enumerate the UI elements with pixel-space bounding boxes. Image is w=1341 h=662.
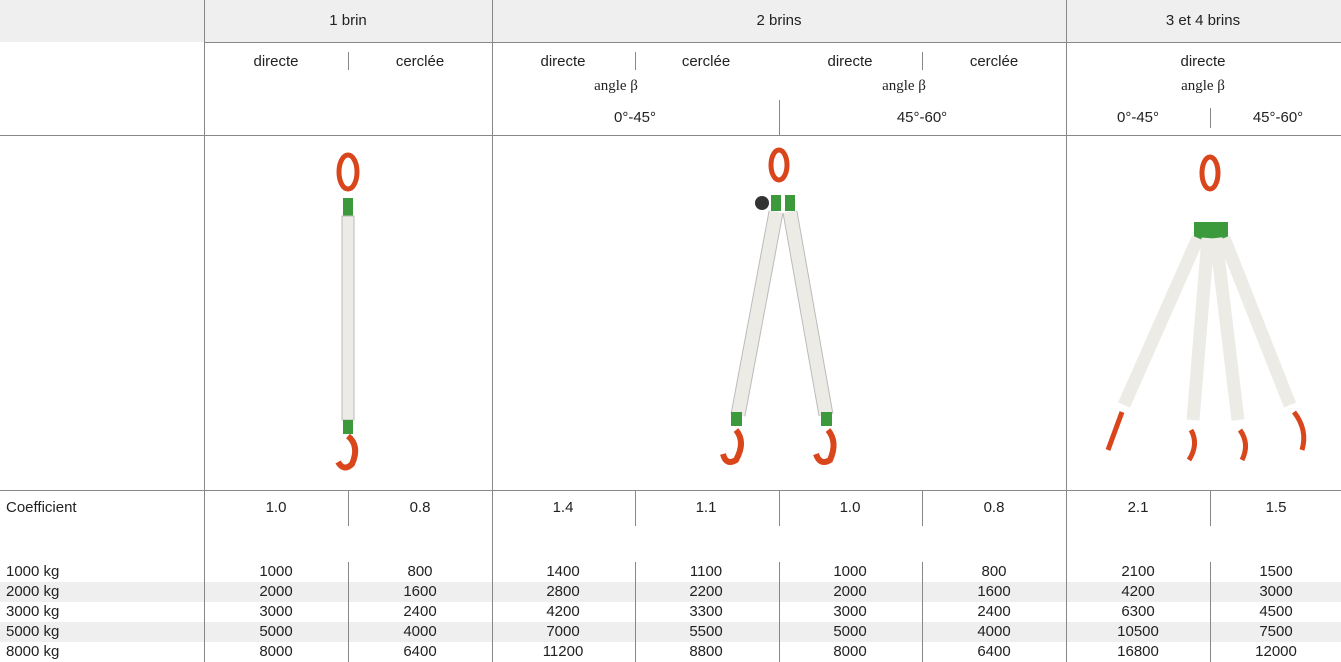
row-label: 3000 kg <box>6 603 60 620</box>
angle-label: angle β <box>1181 78 1225 94</box>
angle-label: angle β <box>882 78 926 94</box>
cell-value: 4000 <box>977 623 1011 640</box>
cell-value: 1000 <box>833 563 867 580</box>
cell-value: 8800 <box>689 643 723 660</box>
cell-value: 11200 <box>542 643 584 660</box>
angle-range: 0°-45° <box>1116 109 1160 126</box>
cell-value: 2400 <box>403 603 437 620</box>
cell-value: 3000 <box>259 603 293 620</box>
group-header: 2 brins <box>756 12 802 29</box>
sling-2-brins <box>720 147 837 465</box>
cell-value: 8000 <box>833 643 867 660</box>
cell-value: 12000 <box>1255 643 1297 660</box>
sub-header: directe <box>1180 53 1226 70</box>
sub-header: directe <box>253 53 299 70</box>
cell-value: 1600 <box>977 583 1011 600</box>
cell-value: 8000 <box>259 643 293 660</box>
cell-value: 6300 <box>1121 603 1155 620</box>
sub-header: directe <box>540 53 586 70</box>
row-band <box>0 582 1341 602</box>
angle-label: angle β <box>594 78 638 94</box>
row-label: 2000 kg <box>6 583 60 600</box>
row-label: 5000 kg <box>6 623 60 640</box>
coefficient-value: 0.8 <box>409 499 431 516</box>
cell-value: 2200 <box>689 583 723 600</box>
cell-value: 1600 <box>403 583 437 600</box>
sub-header: cerclée <box>969 53 1019 70</box>
group-header: 3 et 4 brins <box>1165 12 1241 29</box>
coefficient-value: 0.8 <box>983 499 1005 516</box>
cell-value: 5000 <box>259 623 293 640</box>
cell-value: 5000 <box>833 623 867 640</box>
cell-value: 4000 <box>403 623 437 640</box>
cell-value: 1000 <box>259 563 293 580</box>
sub-header: cerclée <box>681 53 731 70</box>
cell-value: 5500 <box>689 623 723 640</box>
sub-header: directe <box>827 53 873 70</box>
cell-value: 3000 <box>833 603 867 620</box>
cell-value: 2400 <box>977 603 1011 620</box>
cell-value: 4500 <box>1259 603 1293 620</box>
cell-value: 3000 <box>1259 583 1293 600</box>
cell-value: 2800 <box>546 583 580 600</box>
row-label: Coefficient <box>6 499 77 516</box>
coefficient-value: 1.5 <box>1265 499 1287 516</box>
sub-header: cerclée <box>395 53 445 70</box>
angle-range: 45°-60° <box>896 109 948 126</box>
cell-value: 7000 <box>546 623 580 640</box>
cell-value: 2100 <box>1121 563 1155 580</box>
coefficient-value: 2.1 <box>1127 499 1149 516</box>
cell-value: 1500 <box>1259 563 1293 580</box>
cell-value: 2000 <box>259 583 293 600</box>
group-header: 1 brin <box>329 12 367 29</box>
sling-1-brin <box>335 152 360 471</box>
coefficient-value: 1.1 <box>695 499 717 516</box>
cell-value: 3300 <box>689 603 723 620</box>
header-band <box>0 0 1341 42</box>
cell-value: 1400 <box>546 563 580 580</box>
row-label: 1000 kg <box>6 563 60 580</box>
cell-value: 800 <box>407 563 433 580</box>
cell-value: 6400 <box>403 643 437 660</box>
cell-value: 800 <box>981 563 1007 580</box>
cell-value: 2000 <box>833 583 867 600</box>
cell-value: 10500 <box>1117 623 1159 640</box>
row-label: 8000 kg <box>6 643 60 660</box>
sling-3-4-brins <box>1105 154 1307 462</box>
row-band <box>0 622 1341 642</box>
cell-value: 4200 <box>1121 583 1155 600</box>
coefficient-value: 1.0 <box>265 499 287 516</box>
angle-range: 0°-45° <box>613 109 657 126</box>
angle-range: 45°-60° <box>1252 109 1304 126</box>
coefficient-value: 1.4 <box>552 499 574 516</box>
cell-value: 16800 <box>1117 643 1159 660</box>
cell-value: 6400 <box>977 643 1011 660</box>
cell-value: 4200 <box>546 603 580 620</box>
coefficient-value: 1.0 <box>839 499 861 516</box>
cell-value: 7500 <box>1259 623 1293 640</box>
cell-value: 1100 <box>689 563 723 580</box>
